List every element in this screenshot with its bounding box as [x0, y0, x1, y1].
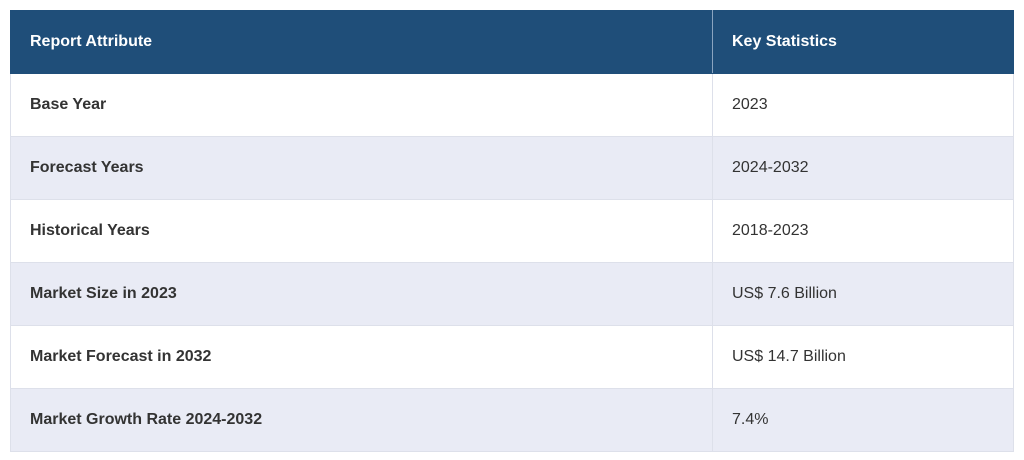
value-cell: US$ 14.7 Billion	[712, 325, 1014, 389]
table-row: Forecast Years 2024-2032	[10, 136, 1014, 200]
value-cell: 2024-2032	[712, 136, 1014, 200]
header-cell: Report Attribute	[10, 10, 713, 74]
value-cell: 2023	[712, 73, 1014, 137]
value-cell: US$ 7.6 Billion	[712, 262, 1014, 326]
attribute-cell: Market Forecast in 2032	[10, 325, 713, 389]
attribute-cell: Historical Years	[10, 199, 713, 263]
statistics-table: Report Attribute Key Statistics Base Year…	[10, 10, 1014, 452]
attribute-cell: Market Size in 2023	[10, 262, 713, 326]
attribute-cell: Base Year	[10, 73, 713, 137]
table-row: Market Size in 2023 US$ 7.6 Billion	[10, 262, 1014, 326]
attribute-cell: Market Growth Rate 2024-2032	[10, 388, 713, 452]
table-row: Historical Years 2018-2023	[10, 199, 1014, 263]
value-cell: 7.4%	[712, 388, 1014, 452]
table-row: Market Growth Rate 2024-2032 7.4%	[10, 388, 1014, 452]
header-cell: Key Statistics	[712, 10, 1014, 74]
table-row: Base Year 2023	[10, 73, 1014, 137]
table-row: Market Forecast in 2032 US$ 14.7 Billion	[10, 325, 1014, 389]
attribute-cell: Forecast Years	[10, 136, 713, 200]
header-row: Report Attribute Key Statistics	[10, 10, 1014, 74]
value-cell: 2018-2023	[712, 199, 1014, 263]
